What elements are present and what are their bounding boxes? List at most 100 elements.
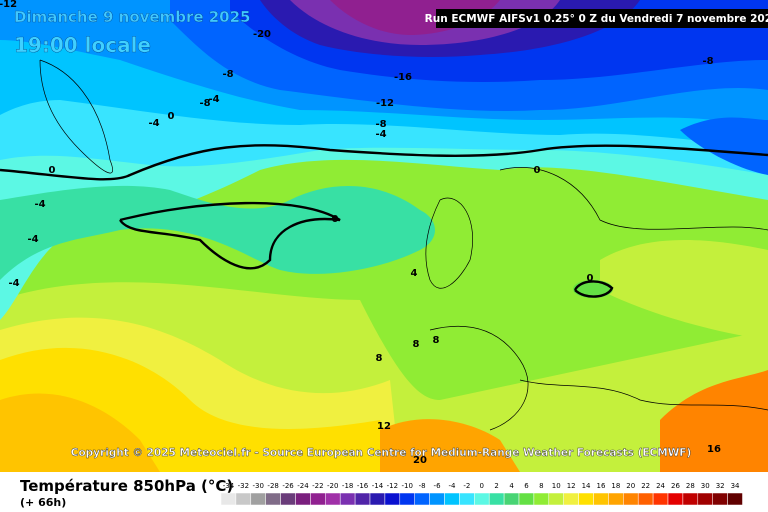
contour-label: -12 <box>376 98 394 109</box>
legend-swatch <box>488 492 505 506</box>
legend-label: -14 <box>372 482 384 490</box>
legend-label: 6 <box>524 482 529 490</box>
legend-label: -28 <box>267 482 278 490</box>
color-legend: -34 -32 -30 -28 -26 -24 -22 -20 -18 -16 -14 -12 -10-… <box>220 482 743 506</box>
legend-swatch <box>533 492 550 506</box>
legend-label: 22 <box>641 482 650 490</box>
legend-label: 0 <box>480 482 484 490</box>
legend-swatch <box>608 492 624 506</box>
forecast-time: 19:00 locale <box>14 33 151 57</box>
legend-label: -8 <box>419 482 426 490</box>
legend-label: -10 <box>402 482 413 490</box>
contour-label: -8 <box>222 69 233 80</box>
legend-label: -32 <box>238 482 249 490</box>
legend-swatch <box>682 492 699 506</box>
contour-label: -4 <box>208 94 219 105</box>
legend-label: -2 <box>463 482 470 490</box>
legend-label: -16 <box>357 482 369 490</box>
forecast-date: Dimanche 9 novembre 2025 <box>14 8 251 26</box>
legend-swatch <box>265 492 281 506</box>
contour-label: 4 <box>411 268 418 279</box>
contour-label: -20 <box>253 29 271 40</box>
contour-label: 20 <box>413 455 427 466</box>
contour-label: -4 <box>8 278 19 289</box>
contour-label: -8 <box>199 98 210 109</box>
copyright: Copyright © 2025 Meteociel.fr - Source E… <box>71 447 692 459</box>
contour-label: 12 <box>377 421 391 432</box>
legend-label: 2 <box>494 482 498 490</box>
legend-swatch <box>623 492 639 506</box>
legend-swatch <box>712 492 728 506</box>
legend-label: 16 <box>596 482 605 490</box>
temperature-field <box>0 0 768 472</box>
legend-label: 32 <box>716 482 725 490</box>
contour-label: 0 <box>534 165 541 176</box>
legend-swatch <box>563 492 579 506</box>
contour-label: 8 <box>413 339 420 350</box>
legend-swatch <box>727 492 743 506</box>
legend-swatch <box>399 492 415 506</box>
legend-swatch <box>444 492 460 506</box>
contour-label: -4 <box>34 199 45 210</box>
legend-label: -12 <box>387 482 398 490</box>
legend-label: -20 <box>327 482 338 490</box>
run-box <box>436 9 768 28</box>
legend-label: 26 <box>671 482 680 490</box>
lead-time: (+ 66h) <box>20 496 66 509</box>
legend-label: -34 <box>223 482 235 490</box>
legend-label: 10 <box>552 482 561 490</box>
legend-swatch <box>384 492 401 506</box>
legend-swatch <box>459 492 475 506</box>
zero-isotherm <box>0 144 768 298</box>
legend-label: 18 <box>611 482 620 490</box>
contour-label: 8 <box>433 335 440 346</box>
legend-swatch <box>593 492 609 506</box>
contour-label: 0 <box>332 214 339 225</box>
legend-swatch <box>474 492 490 506</box>
legend-swatch <box>429 492 445 506</box>
legend-swatch <box>667 492 684 506</box>
legend-swatch <box>518 492 535 506</box>
contour-label: 8 <box>376 353 383 364</box>
legend-label: 20 <box>626 482 635 490</box>
legend-swatch <box>503 492 520 506</box>
legend-swatch <box>578 492 594 506</box>
contour-label: -12 <box>0 0 17 10</box>
legend-label: -18 <box>342 482 353 490</box>
legend-swatch <box>250 492 266 506</box>
legend-swatch <box>652 492 669 506</box>
legend-swatch <box>295 492 311 506</box>
contour-label: -16 <box>394 72 412 83</box>
legend-swatch <box>637 492 654 506</box>
legend-swatch <box>325 492 341 506</box>
contour-label: -8 <box>375 119 386 130</box>
legend-swatch <box>310 492 326 506</box>
parameter-name: Température 850hPa (°C) <box>20 477 233 495</box>
contour-label: -8 <box>702 56 713 67</box>
legend-label: -24 <box>297 482 309 490</box>
contour-label: 16 <box>707 444 721 455</box>
legend-label: 34 <box>731 482 740 490</box>
contour-label: 0 <box>587 273 594 284</box>
legend-label: -22 <box>312 482 323 490</box>
legend-label: 4 <box>509 482 514 490</box>
legend-swatch <box>280 492 296 506</box>
contour-label: -4 <box>27 234 38 245</box>
footer-bar <box>0 472 768 512</box>
coastlines <box>39 59 768 431</box>
legend-label: 8 <box>539 482 543 490</box>
legend-swatch <box>339 492 356 506</box>
legend-label: -26 <box>282 482 294 490</box>
legend-swatch <box>220 492 237 506</box>
legend-swatch <box>369 492 386 506</box>
legend-label: -4 <box>448 482 456 490</box>
run-info: Run ECMWF AIFSv1 0.25° 0 Z du Vendredi 7… <box>425 13 768 25</box>
contour-label: -4 <box>375 129 386 140</box>
legend-label: 24 <box>656 482 665 490</box>
contour-label: -4 <box>148 118 159 129</box>
legend-swatch <box>548 492 564 506</box>
legend-label: -6 <box>434 482 442 490</box>
legend-label: 14 <box>582 482 591 490</box>
legend-swatch <box>235 492 252 506</box>
